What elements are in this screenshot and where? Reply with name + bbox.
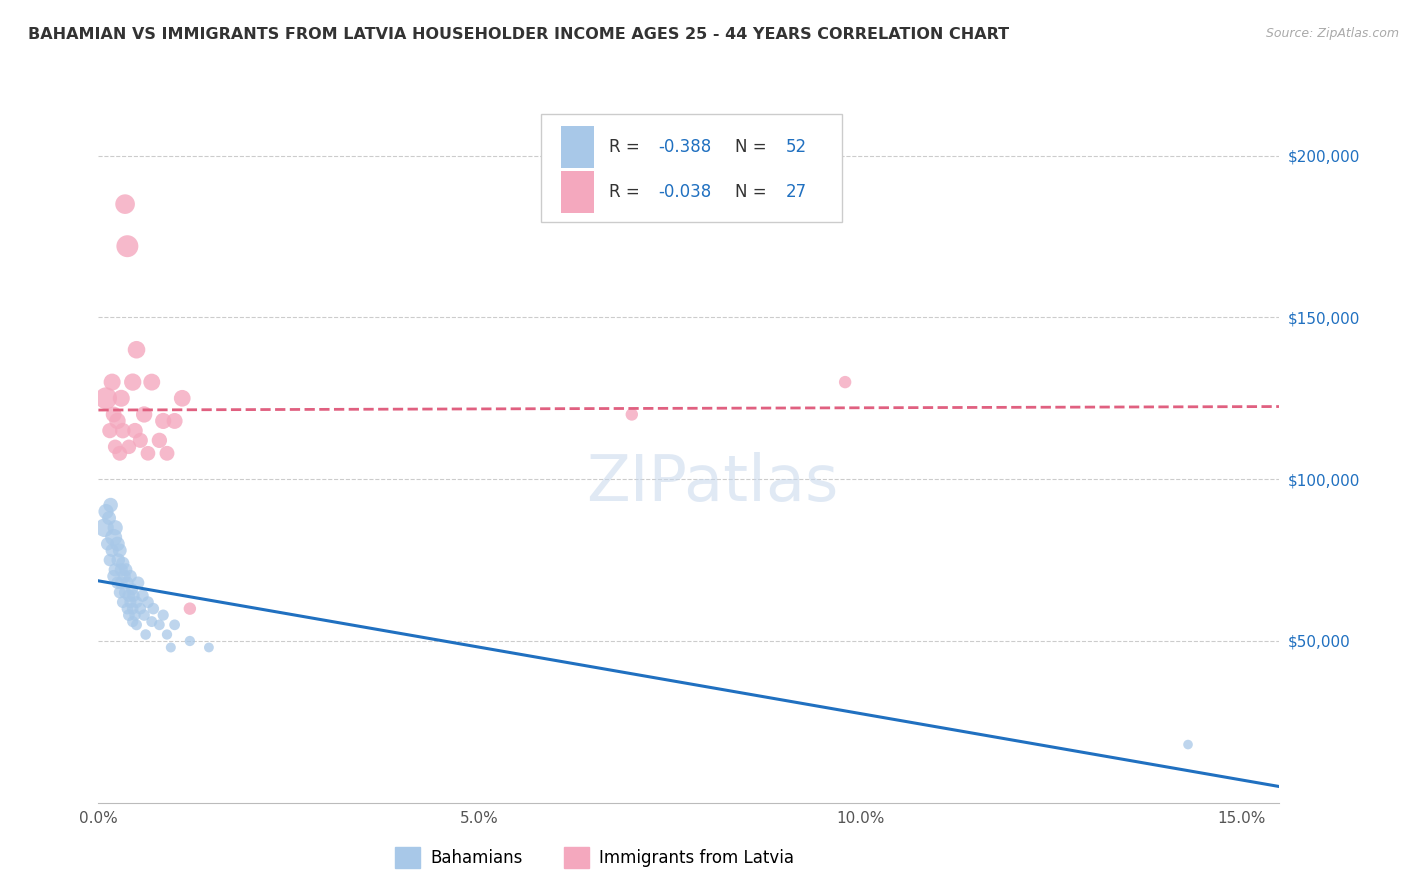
Point xyxy=(834,375,856,389)
Text: BAHAMIAN VS IMMIGRANTS FROM LATVIA HOUSEHOLDER INCOME AGES 25 - 44 YEARS CORRELA: BAHAMIAN VS IMMIGRANTS FROM LATVIA HOUSE… xyxy=(28,27,1010,42)
Text: 52: 52 xyxy=(786,137,807,156)
Point xyxy=(179,634,201,648)
Point xyxy=(135,627,157,641)
Y-axis label: Householder Income Ages 25 - 44 years: Householder Income Ages 25 - 44 years xyxy=(0,301,7,608)
Point xyxy=(129,434,152,448)
Point xyxy=(179,601,201,615)
Point xyxy=(114,197,136,211)
Point xyxy=(136,446,159,460)
Text: R =: R = xyxy=(609,183,644,201)
Text: Source: ZipAtlas.com: Source: ZipAtlas.com xyxy=(1265,27,1399,40)
FancyBboxPatch shape xyxy=(561,126,595,168)
Point xyxy=(101,375,124,389)
Point xyxy=(103,408,125,422)
Point xyxy=(111,557,134,571)
Point xyxy=(107,537,129,551)
Text: -0.038: -0.038 xyxy=(658,183,711,201)
Point xyxy=(108,585,131,599)
Point xyxy=(125,617,148,632)
Text: -0.388: -0.388 xyxy=(658,137,711,156)
Point xyxy=(104,440,127,454)
Point xyxy=(117,575,139,590)
Point xyxy=(118,440,141,454)
Point xyxy=(121,601,143,615)
Point xyxy=(97,537,120,551)
Point xyxy=(136,595,159,609)
Point xyxy=(94,392,117,406)
Point xyxy=(118,589,141,603)
Point xyxy=(148,434,170,448)
Point xyxy=(163,414,186,428)
Point xyxy=(117,239,139,253)
Point xyxy=(121,615,143,629)
Point xyxy=(152,414,174,428)
Point xyxy=(172,392,194,406)
Point xyxy=(121,582,143,597)
Point xyxy=(141,615,163,629)
Point xyxy=(108,543,131,558)
Point xyxy=(129,601,152,615)
Point xyxy=(124,608,146,623)
Point xyxy=(107,553,129,567)
Point xyxy=(117,601,139,615)
Point xyxy=(131,589,153,603)
Point xyxy=(98,511,121,525)
Point xyxy=(104,563,127,577)
Point xyxy=(142,601,165,615)
Text: N =: N = xyxy=(735,183,772,201)
Point xyxy=(111,424,134,438)
Point xyxy=(110,575,132,590)
Text: ZIPatlas: ZIPatlas xyxy=(586,451,839,514)
Point xyxy=(93,521,115,535)
Point xyxy=(148,617,170,632)
Text: 27: 27 xyxy=(786,183,807,201)
Point xyxy=(103,531,125,545)
Point xyxy=(122,589,145,603)
Point xyxy=(98,553,121,567)
FancyBboxPatch shape xyxy=(541,114,842,222)
Legend: Bahamians, Immigrants from Latvia: Bahamians, Immigrants from Latvia xyxy=(388,841,800,874)
Point xyxy=(104,521,127,535)
Point xyxy=(1177,738,1199,752)
Point xyxy=(124,424,146,438)
Point xyxy=(156,446,179,460)
Point xyxy=(198,640,221,655)
Point xyxy=(107,414,129,428)
Point xyxy=(120,569,142,583)
Point xyxy=(120,595,142,609)
Point xyxy=(107,575,129,590)
Point xyxy=(121,375,143,389)
Point xyxy=(118,608,141,623)
Point xyxy=(108,446,131,460)
Point xyxy=(94,504,117,518)
Point xyxy=(114,585,136,599)
Text: R =: R = xyxy=(609,137,644,156)
Point xyxy=(110,563,132,577)
Point xyxy=(125,595,148,609)
Point xyxy=(125,343,148,357)
Point xyxy=(141,375,163,389)
Point xyxy=(110,392,132,406)
Point xyxy=(620,408,643,422)
Point xyxy=(127,575,149,590)
Point xyxy=(112,569,135,583)
Point xyxy=(156,627,179,641)
Point xyxy=(115,563,138,577)
Point xyxy=(98,424,121,438)
Point xyxy=(101,543,124,558)
FancyBboxPatch shape xyxy=(561,171,595,213)
Point xyxy=(111,595,134,609)
Point xyxy=(152,608,174,623)
Point xyxy=(163,617,186,632)
Point xyxy=(100,498,122,512)
Point xyxy=(134,608,156,623)
Point xyxy=(103,569,125,583)
Text: N =: N = xyxy=(735,137,772,156)
Point xyxy=(134,408,156,422)
Point xyxy=(159,640,181,655)
